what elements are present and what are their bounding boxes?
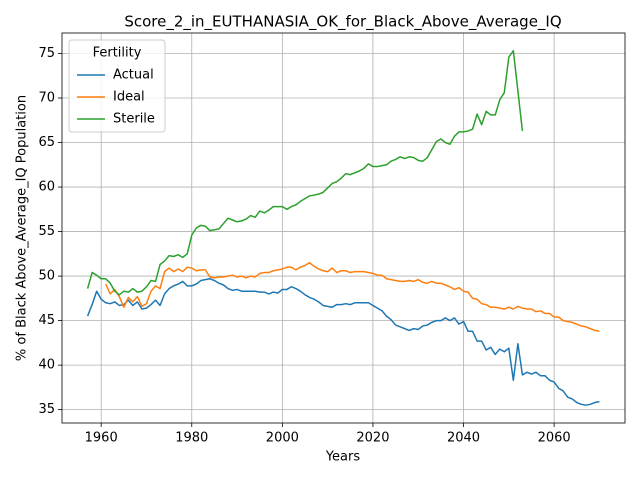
- legend-label: Actual: [113, 68, 154, 83]
- y-axis-label: % of Black Above_Average_IQ Population: [15, 95, 30, 361]
- legend-box: [68, 39, 166, 133]
- x-tick-label: 1980: [175, 431, 208, 446]
- y-tick-label: 60: [38, 180, 55, 195]
- y-tick-label: 65: [38, 135, 55, 150]
- y-tick-label: 75: [38, 46, 55, 61]
- x-tick-label: 2040: [447, 431, 480, 446]
- x-axis-label: Years: [325, 450, 361, 465]
- x-tick-label: 1960: [85, 431, 118, 446]
- y-tick-label: 55: [38, 224, 55, 239]
- plot-frame: [61, 32, 626, 424]
- y-tick-label: 35: [38, 402, 55, 417]
- y-tick-label: 50: [38, 269, 55, 284]
- legend-label: Sterile: [113, 112, 155, 127]
- legend: Fertility Actual Ideal Sterile: [68, 39, 166, 133]
- series-line: [86, 278, 600, 406]
- y-tick-label: 70: [38, 91, 55, 106]
- series-line: [86, 50, 524, 296]
- y-tick-label: 40: [38, 358, 55, 373]
- y-tick-label: 45: [38, 313, 55, 328]
- x-tick-label: 2060: [538, 431, 571, 446]
- legend-title: Fertility: [93, 46, 142, 61]
- x-tick-label: 2000: [266, 431, 299, 446]
- series-line: [105, 261, 600, 333]
- chart-title: Score_2_in_EUTHANASIA_OK_for_Black_Above…: [124, 13, 561, 32]
- legend-label: Ideal: [113, 90, 145, 105]
- x-tick-label: 2020: [356, 431, 389, 446]
